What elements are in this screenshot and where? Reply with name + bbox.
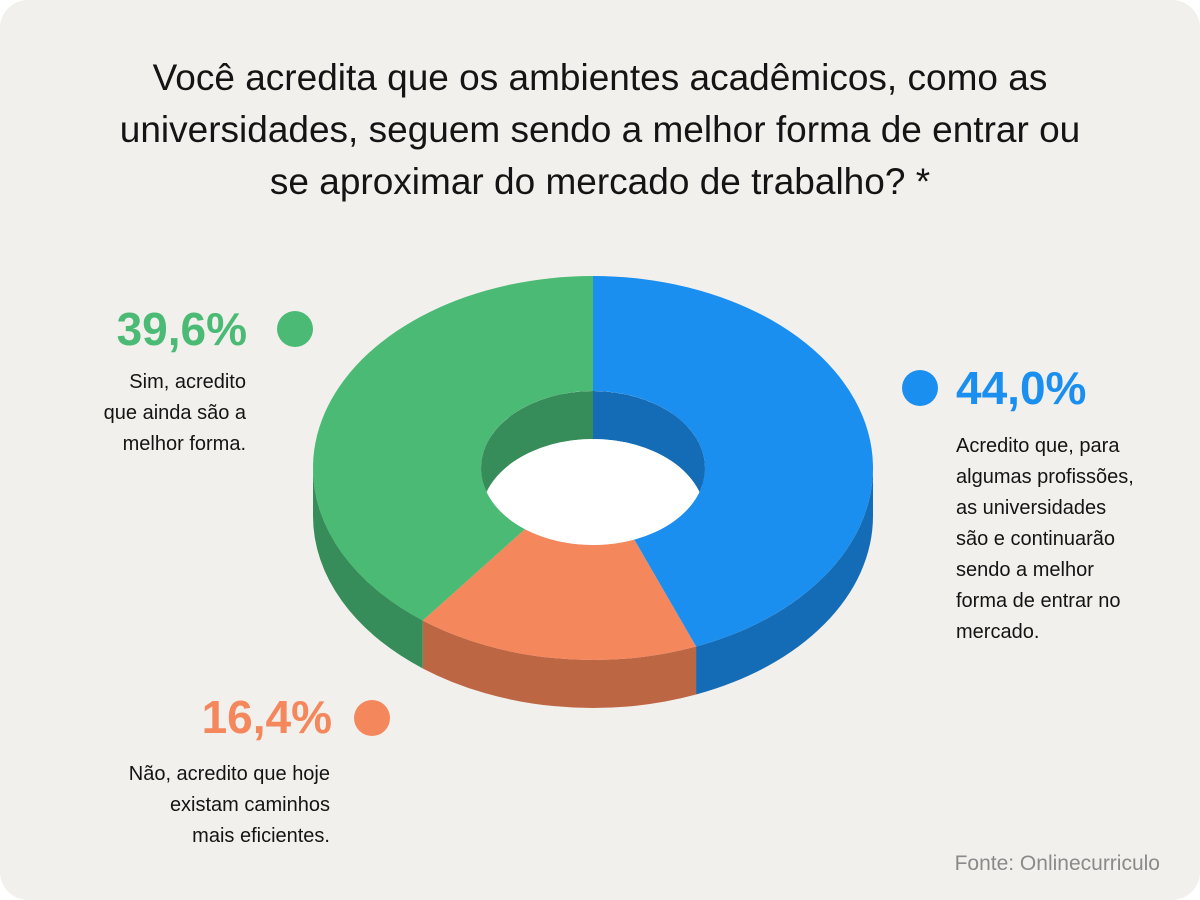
legend-dot-sim xyxy=(277,311,313,347)
description-line: forma de entrar no xyxy=(956,590,1121,612)
slice-description-44-0: Acredito que, para algumas profissões, a… xyxy=(956,431,1134,648)
legend-dot-sim-algumas-profissoes xyxy=(902,370,938,406)
slice-inner-wall-0-0 xyxy=(593,391,705,516)
description-line: Não, acredito que hoje xyxy=(128,763,330,785)
slice-side-2 xyxy=(313,468,423,669)
donut-hole-wall xyxy=(481,391,705,516)
description-line: mercado. xyxy=(956,621,1040,643)
source-note: Fonte: Onlinecurriculo xyxy=(954,852,1160,875)
description-line: Sim, acredito xyxy=(129,371,246,393)
chart-title: Você acredita que os ambientes acadêmico… xyxy=(60,52,1140,208)
slice-top-2 xyxy=(312,276,593,621)
description-line: as universidades xyxy=(956,497,1107,519)
description-line: mais eficientes. xyxy=(192,825,330,847)
data-label-39-6: 39,6% xyxy=(116,303,247,355)
slice-description-16-4: Não, acredito que hoje existam caminhos … xyxy=(129,759,330,852)
slice-side-0 xyxy=(696,468,873,695)
description-line: que ainda são a xyxy=(103,402,246,424)
slice-inner-wall-2-1 xyxy=(481,391,593,516)
slice-top-1 xyxy=(422,529,697,661)
legend-dot-nao xyxy=(354,700,390,736)
chart-title-line: universidades, seguem sendo a melhor for… xyxy=(119,109,1081,150)
chart-title-line: Você acredita que os ambientes acadêmico… xyxy=(152,57,1048,98)
description-line: melhor forma. xyxy=(122,433,246,455)
slice-description-39-6: Sim, acredito que ainda são a melhor for… xyxy=(104,367,246,460)
description-line: algumas profissões, xyxy=(956,466,1134,488)
description-line: são e continuarão xyxy=(956,528,1116,550)
data-label-16-4: 16,4% xyxy=(201,691,332,743)
slice-side-1 xyxy=(422,620,697,709)
description-line: sendo a melhor xyxy=(956,559,1094,581)
description-line: Acredito que, para xyxy=(956,435,1120,457)
slice-top-0 xyxy=(593,276,874,647)
description-line: existam caminhos xyxy=(169,794,330,816)
data-label-44-0: 44,0% xyxy=(956,362,1087,414)
chart-title-line: se aproximar do mercado de trabalho? * xyxy=(269,161,931,202)
donut-hole xyxy=(481,439,705,545)
